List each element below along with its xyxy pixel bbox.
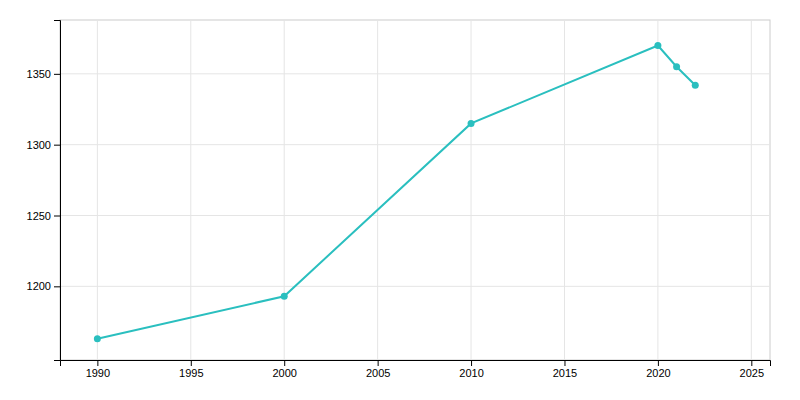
grid-line-x bbox=[564, 20, 565, 360]
axis-line bbox=[54, 21, 61, 361]
point bbox=[673, 63, 680, 70]
tick: 2000 bbox=[272, 360, 296, 379]
tick-label: 2015 bbox=[553, 367, 577, 379]
grid-line-y bbox=[60, 215, 770, 216]
point bbox=[94, 335, 101, 342]
x-axis: 1990 1995 2000 2005 2010 2015 2020 2025 bbox=[61, 360, 771, 379]
grid-line-x bbox=[284, 20, 285, 360]
tick-mark bbox=[97, 360, 98, 366]
tick-label: 1250 bbox=[27, 210, 51, 222]
tick-mark bbox=[54, 74, 60, 75]
point bbox=[281, 293, 288, 300]
y-axis: 1200 1250 1300 1350 bbox=[27, 21, 61, 361]
tick-mark bbox=[751, 360, 752, 366]
tick: 2010 bbox=[459, 360, 483, 379]
tick-mark bbox=[191, 360, 192, 366]
tick: 1990 bbox=[86, 360, 110, 379]
tick-label: 1200 bbox=[27, 280, 51, 292]
tick-label: 2010 bbox=[459, 367, 483, 379]
line bbox=[97, 46, 695, 339]
grid-line-x bbox=[97, 20, 98, 360]
grid-line-y bbox=[60, 73, 770, 74]
tick-label: 2025 bbox=[740, 367, 764, 379]
grid-line-x bbox=[190, 20, 191, 360]
point bbox=[692, 82, 699, 89]
tick-label: 1300 bbox=[27, 139, 51, 151]
chart: 1990 1995 2000 2005 2010 2015 2020 2025 1200 1250… bbox=[0, 0, 800, 400]
tick-mark bbox=[378, 360, 379, 366]
tick-mark bbox=[658, 360, 659, 366]
grid-line-y bbox=[60, 286, 770, 287]
marks bbox=[94, 42, 699, 342]
tick: 1250 bbox=[27, 210, 60, 222]
plot: 1990 1995 2000 2005 2010 2015 2020 2025 1200 1250… bbox=[27, 20, 771, 379]
axis-line bbox=[61, 361, 771, 367]
tick: 1200 bbox=[27, 280, 60, 292]
tick-mark bbox=[54, 216, 60, 217]
tick-label: 2005 bbox=[366, 367, 390, 379]
grid-line-x bbox=[377, 20, 378, 360]
tick: 2005 bbox=[366, 360, 390, 379]
grid-line-x bbox=[471, 20, 472, 360]
grid-line-y bbox=[60, 144, 770, 145]
tick: 2025 bbox=[740, 360, 764, 379]
grid bbox=[60, 20, 770, 360]
tick-mark bbox=[54, 145, 60, 146]
tick-label: 1350 bbox=[27, 68, 51, 80]
grid-line-x bbox=[657, 20, 658, 360]
tick: 2015 bbox=[553, 360, 577, 379]
tick-mark bbox=[54, 286, 60, 287]
point bbox=[654, 42, 661, 49]
tick-label: 2020 bbox=[646, 367, 670, 379]
tick: 2020 bbox=[646, 360, 670, 379]
tick-label: 2000 bbox=[272, 367, 296, 379]
tick: 1300 bbox=[27, 139, 60, 151]
tick: 1350 bbox=[27, 68, 60, 80]
point bbox=[468, 120, 475, 127]
tick-mark bbox=[284, 360, 285, 366]
tick: 1995 bbox=[179, 360, 203, 379]
tick-label: 1995 bbox=[179, 367, 203, 379]
tick-mark bbox=[564, 360, 565, 366]
plot-frame bbox=[60, 20, 770, 360]
grid-line-x bbox=[751, 20, 752, 360]
tick-label: 1990 bbox=[86, 367, 110, 379]
tick-mark bbox=[471, 360, 472, 366]
